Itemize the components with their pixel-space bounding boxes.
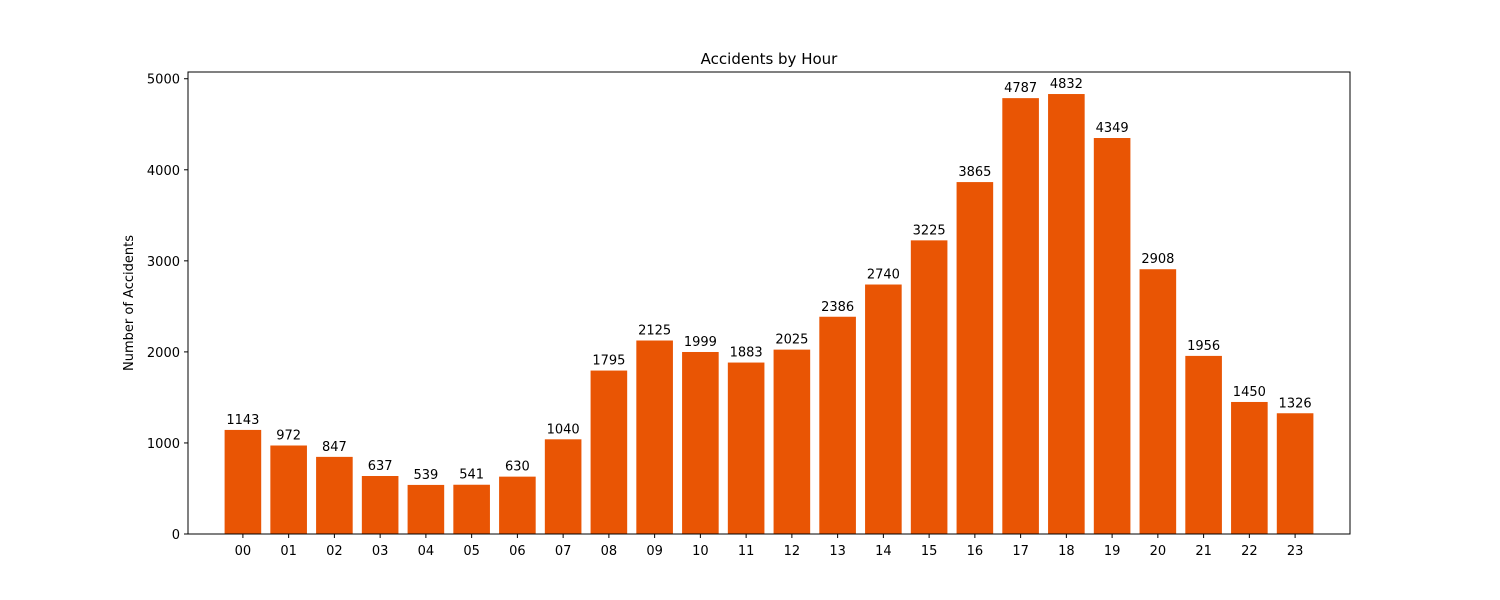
x-tick-label-14: 14 <box>875 544 892 559</box>
data-label-00: 1143 <box>226 413 259 428</box>
x-tick-label-23: 23 <box>1287 544 1304 559</box>
bar-23 <box>1276 413 1314 534</box>
bar-10 <box>682 351 719 534</box>
bars-group <box>224 94 1314 535</box>
bar-08 <box>590 370 628 534</box>
y-axis-label: Number of Accidents <box>122 235 137 371</box>
data-label-12: 2025 <box>775 333 808 348</box>
y-tick-label-1000: 1000 <box>147 437 180 452</box>
x-axis: 00 01 02 03 04 05 06 07 08 09 10 11 12 13 14 15 16 17 18 19… <box>235 534 1304 559</box>
bar-06 <box>499 476 536 534</box>
bar-09 <box>636 340 673 534</box>
data-label-18: 4832 <box>1050 77 1083 92</box>
x-tick-label-03: 03 <box>372 544 389 559</box>
data-label-19: 4349 <box>1096 121 1129 136</box>
x-tick-label-19: 19 <box>1104 544 1121 559</box>
bar-17 <box>1002 98 1039 534</box>
x-tick-label-00: 00 <box>235 544 252 559</box>
x-tick-label-02: 02 <box>326 544 343 559</box>
data-label-06: 630 <box>505 460 530 475</box>
bar-07 <box>544 439 582 534</box>
data-label-13: 2386 <box>821 300 854 315</box>
data-label-07: 1040 <box>547 422 580 437</box>
y-axis: 0 1000 2000 3000 4000 5000 <box>147 73 188 543</box>
bar-03 <box>361 476 399 534</box>
x-tick-label-10: 10 <box>692 544 709 559</box>
y-tick-label-5000: 5000 <box>147 73 180 88</box>
data-label-05: 541 <box>459 468 484 483</box>
x-tick-label-17: 17 <box>1012 544 1029 559</box>
y-tick-label-0: 0 <box>172 528 180 543</box>
data-label-09: 2125 <box>638 324 671 339</box>
y-tick-label-2000: 2000 <box>147 346 180 361</box>
bar-02 <box>316 456 353 534</box>
data-label-14: 2740 <box>867 268 900 283</box>
x-tick-label-13: 13 <box>829 544 846 559</box>
x-tick-label-20: 20 <box>1150 544 1167 559</box>
bar-12 <box>773 349 811 534</box>
bar-01 <box>270 445 307 534</box>
bar-04 <box>407 484 445 534</box>
chart-title: Accidents by Hour <box>701 50 839 68</box>
x-tick-label-04: 04 <box>418 544 435 559</box>
bar-00 <box>224 429 262 534</box>
x-tick-label-22: 22 <box>1241 544 1258 559</box>
x-tick-label-16: 16 <box>967 544 984 559</box>
x-tick-label-12: 12 <box>784 544 801 559</box>
bar-15 <box>910 240 948 535</box>
data-label-17: 4787 <box>1004 81 1037 96</box>
data-label-11: 1883 <box>730 346 763 361</box>
x-tick-label-08: 08 <box>601 544 618 559</box>
bar-11 <box>727 362 765 534</box>
data-label-08: 1795 <box>592 354 625 369</box>
bar-13 <box>819 316 856 534</box>
data-label-02: 847 <box>322 440 347 455</box>
bar-22 <box>1231 401 1268 534</box>
data-label-20: 2908 <box>1141 252 1174 267</box>
bar-19 <box>1093 138 1131 534</box>
x-tick-label-01: 01 <box>280 544 297 559</box>
bar-14 <box>865 284 902 534</box>
bar-20 <box>1139 269 1177 534</box>
bar-18 <box>1048 94 1085 534</box>
data-label-10: 1999 <box>684 335 717 350</box>
y-tick-label-3000: 3000 <box>147 255 180 270</box>
x-tick-label-21: 21 <box>1195 544 1212 559</box>
bar-16 <box>956 182 994 534</box>
data-labels-group: 1143 972 847 637 539 541 630 1040 1795 2125 1999 18… <box>226 77 1311 483</box>
data-label-03: 637 <box>368 459 393 474</box>
data-label-16: 3865 <box>958 165 991 180</box>
bar-21 <box>1185 355 1222 534</box>
x-tick-label-07: 07 <box>555 544 572 559</box>
bar-05 <box>453 484 490 534</box>
x-tick-label-11: 11 <box>738 544 755 559</box>
data-label-15: 3225 <box>913 223 946 238</box>
data-label-21: 1956 <box>1187 339 1220 354</box>
x-tick-label-09: 09 <box>646 544 663 559</box>
plot-area-frame <box>187 71 1351 535</box>
data-label-23: 1326 <box>1279 396 1312 411</box>
data-label-04: 539 <box>413 468 438 483</box>
x-tick-label-05: 05 <box>463 544 480 559</box>
x-tick-label-18: 18 <box>1058 544 1075 559</box>
x-tick-label-15: 15 <box>921 544 938 559</box>
data-label-22: 1450 <box>1233 385 1266 400</box>
x-tick-label-06: 06 <box>509 544 526 559</box>
y-tick-label-4000: 4000 <box>147 164 180 179</box>
data-label-01: 972 <box>276 429 301 444</box>
